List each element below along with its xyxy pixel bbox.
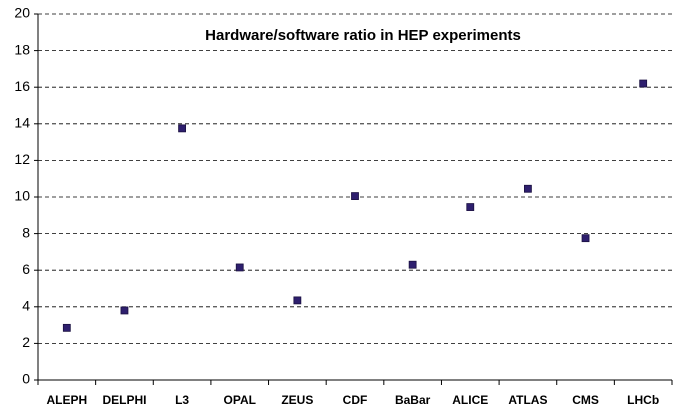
point: [639, 79, 648, 88]
x-tick-label: DELPHI: [102, 393, 146, 407]
y-tick-label: 8: [22, 224, 30, 240]
point: [178, 124, 186, 133]
y-tick-label: 20: [14, 5, 30, 21]
y-tick-label: 10: [14, 188, 30, 204]
point: [62, 323, 71, 332]
point: [235, 263, 244, 272]
y-tick-label: 6: [22, 261, 30, 277]
x-tick-label: L3: [175, 393, 189, 407]
y-tick-label: 18: [14, 41, 30, 57]
point: [120, 306, 129, 315]
y-tick-label: 4: [22, 298, 30, 314]
y-tick-label: 14: [14, 115, 30, 131]
x-tick-label: CDF: [343, 393, 368, 407]
x-tick-label: ZEUS: [281, 393, 313, 407]
point: [466, 203, 475, 211]
x-tick-label: CMS: [572, 393, 599, 407]
x-tick-label: ALEPH: [46, 393, 87, 407]
x-tick-label: BaBar: [395, 393, 431, 407]
chart-title: Hardware/software ratio in HEP experimen…: [205, 27, 521, 44]
y-tick-label: 12: [14, 151, 30, 167]
x-tick-label: LHCb: [627, 393, 659, 407]
y-tick-label: 16: [14, 78, 30, 94]
point: [408, 260, 417, 269]
x-tick-label: ALICE: [452, 393, 488, 407]
x-tick-label: ATLAS: [508, 393, 547, 407]
point: [581, 234, 590, 243]
point: [351, 192, 359, 200]
point: [524, 184, 532, 193]
x-tick-label: OPAL: [224, 393, 256, 407]
y-tick-label: 2: [22, 334, 30, 350]
y-tick-label: 0: [22, 371, 30, 387]
point: [293, 296, 302, 305]
